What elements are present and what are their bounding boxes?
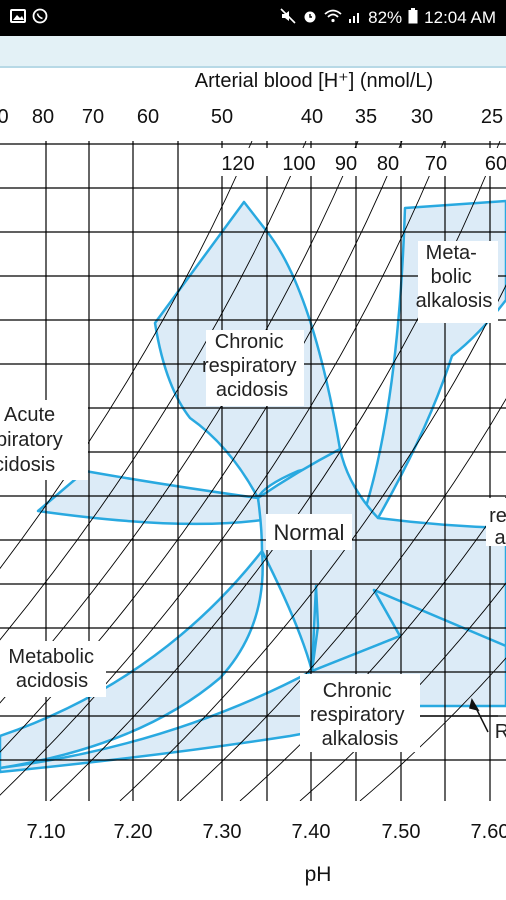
pco2-isopleth: [0, 141, 359, 704]
top-axis-ticks: 0 80 70 60 50 40 35 30 25: [0, 106, 503, 128]
pco2-label: 60: [485, 153, 506, 175]
top-tick: 80: [32, 106, 54, 128]
bottom-tick: 7.50: [382, 821, 421, 843]
bottom-tick: 7.60: [471, 821, 506, 843]
status-bar: 82% 12:04 AM: [0, 0, 506, 36]
pco2-label: 70: [425, 153, 447, 175]
top-tick: 70: [82, 106, 104, 128]
bottom-axis-ticks: 7.10 7.20 7.30 7.40 7.50 7.60: [27, 821, 506, 843]
pco2-labels: 120 100 90 80 70 60: [221, 153, 506, 175]
battery-percent: 82%: [368, 8, 403, 27]
top-tick: 50: [211, 106, 233, 128]
signal-icon: [348, 9, 362, 27]
pco2-isopleth: [0, 141, 403, 753]
app-bar: [0, 36, 506, 68]
top-tick: 40: [301, 106, 323, 128]
label-chronic-respiratory-alkalosis: Chronic respiratory alkalosis: [310, 680, 410, 750]
pco2-label: 90: [335, 153, 357, 175]
bottom-axis-title: pH: [305, 863, 332, 886]
battery-icon: [408, 8, 418, 28]
bottom-tick: 7.40: [292, 821, 331, 843]
top-axis-title: Arterial blood [H⁺] (nmol/L): [195, 70, 433, 92]
top-tick: 35: [355, 106, 377, 128]
pco2-isopleth: [359, 657, 506, 801]
pco2-label: 120: [221, 153, 254, 175]
bottom-tick: 7.30: [203, 821, 242, 843]
label-acute-respiratory-acidosis: Acute piratory cidosis: [0, 404, 68, 476]
label-metabolic-acidosis: Metabolic acidosis: [8, 646, 99, 692]
label-right-fragment-1: re: [489, 505, 506, 527]
label-normal: Normal: [274, 520, 345, 545]
label-right-fragment-2: a: [494, 527, 506, 549]
acid-base-nomogram: Arterial blood [H⁺] (nmol/L) 0 80 70 60 …: [0, 70, 506, 886]
alarm-icon: [302, 8, 318, 28]
pco2-isopleth: [0, 141, 307, 641]
label-chronic-respiratory-acidosis: Chronic respiratory acidosis: [202, 331, 302, 401]
clock: 12:04 AM: [424, 8, 496, 27]
pco2-isopleth: [0, 141, 445, 796]
top-tick: 30: [411, 106, 433, 128]
wifi-icon: [324, 9, 342, 27]
pco2-isopleth: [119, 284, 506, 801]
mute-icon: [280, 8, 296, 28]
pco2-label: 80: [377, 153, 399, 175]
top-tick: 60: [137, 106, 159, 128]
bottom-tick: 7.10: [27, 821, 66, 843]
top-tick: 25: [481, 106, 503, 128]
arrow-head-icon: [469, 698, 480, 712]
leader-lines: [420, 698, 498, 733]
top-tick: 0: [0, 106, 9, 128]
whatsapp-icon: [32, 8, 48, 28]
label-metabolic-alkalosis: Meta- bolic alkalosis: [416, 242, 493, 312]
pco2-label: 100: [282, 153, 315, 175]
bottom-tick: 7.20: [114, 821, 153, 843]
image-icon: [10, 9, 26, 27]
pco2-isopleth: [179, 398, 506, 801]
label-right-fragment-3: R: [495, 721, 506, 743]
